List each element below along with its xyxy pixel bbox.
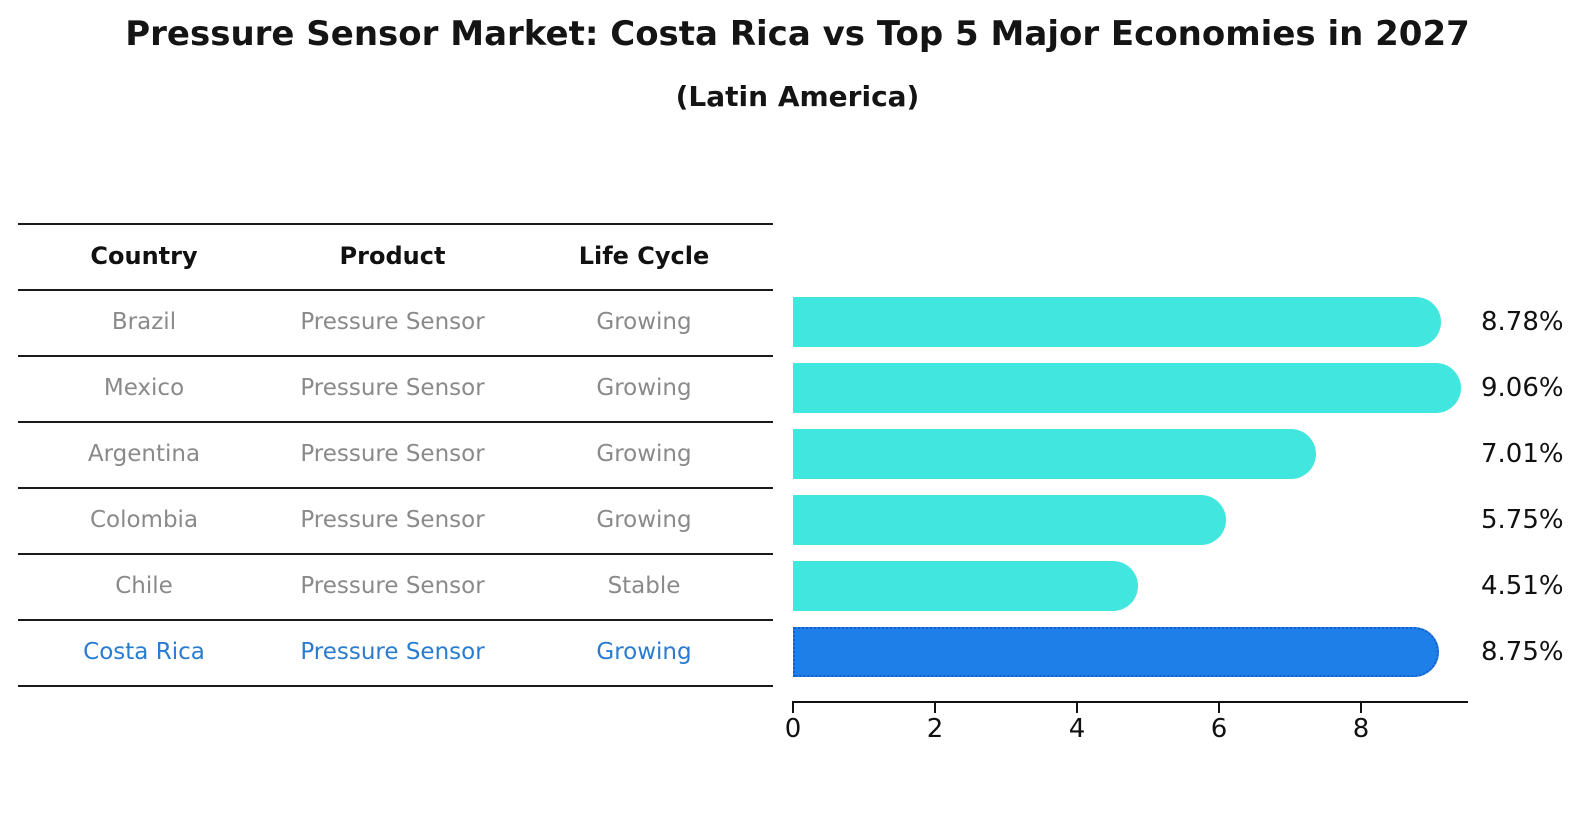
table-cell-product: Pressure Sensor — [300, 507, 485, 533]
table-cell-country: Costa Rica — [83, 639, 205, 665]
table-cell-product: Pressure Sensor — [300, 573, 485, 599]
x-axis-tick-label: 4 — [1068, 714, 1086, 744]
chart-title: Pressure Sensor Market: Costa Rica vs To… — [125, 14, 1470, 54]
x-axis-tick-label: 0 — [784, 714, 802, 744]
table-row: Costa Rica Pressure Sensor Growing — [18, 619, 773, 685]
table-row: Mexico Pressure Sensor Growing — [18, 355, 773, 421]
x-axis-tick-label: 8 — [1352, 714, 1370, 744]
bar-brazil — [793, 297, 1441, 347]
chart-subtitle: (Latin America) — [675, 80, 920, 113]
table-gridline — [18, 553, 773, 555]
table-cell-product: Pressure Sensor — [300, 441, 485, 467]
table-header-row: Country Product Life Cycle — [18, 223, 773, 289]
table-row: Colombia Pressure Sensor Growing — [18, 487, 773, 553]
table-cell-lifecycle: Stable — [607, 573, 681, 599]
table-cell-country: Colombia — [89, 507, 199, 533]
column-header-country: Country — [90, 242, 198, 270]
value-label: 5.75% — [1481, 505, 1564, 535]
table-gridline — [18, 421, 773, 423]
table-cell-lifecycle: Growing — [596, 441, 692, 467]
bar-mexico — [793, 363, 1461, 413]
table-cell-lifecycle: Growing — [596, 507, 692, 533]
value-label: 4.51% — [1481, 571, 1564, 601]
table-cell-country: Argentina — [87, 441, 201, 467]
x-axis-tick — [934, 701, 936, 713]
table-gridline — [18, 223, 773, 225]
table-row: Brazil Pressure Sensor Growing — [18, 289, 773, 355]
table-cell-product: Pressure Sensor — [300, 639, 485, 665]
x-axis-tick — [1218, 701, 1220, 713]
x-axis-tick-label: 6 — [1210, 714, 1228, 744]
x-axis-tick-label: 2 — [926, 714, 944, 744]
value-label: 8.75% — [1481, 637, 1564, 667]
table-cell-product: Pressure Sensor — [300, 375, 485, 401]
x-axis-line — [792, 701, 1468, 703]
table-cell-lifecycle: Growing — [596, 309, 692, 335]
table-gridline — [18, 487, 773, 489]
value-label: 9.06% — [1481, 373, 1564, 403]
column-header-lifecycle: Life Cycle — [578, 242, 710, 270]
table-cell-country: Chile — [115, 573, 173, 599]
table-gridline — [18, 619, 773, 621]
x-axis-tick — [792, 701, 794, 713]
value-label: 8.78% — [1481, 307, 1564, 337]
column-header-product: Product — [339, 242, 446, 270]
table-row: Argentina Pressure Sensor Growing — [18, 421, 773, 487]
table-cell-country: Brazil — [111, 309, 177, 335]
table-cell-lifecycle: Growing — [596, 639, 692, 665]
value-label: 7.01% — [1481, 439, 1564, 469]
table-cell-product: Pressure Sensor — [300, 309, 485, 335]
table-gridline — [18, 289, 773, 291]
table-row: Chile Pressure Sensor Stable — [18, 553, 773, 619]
x-axis-tick — [1360, 701, 1362, 713]
table-gridline — [18, 355, 773, 357]
table-gridline — [18, 685, 773, 687]
bar-costa-rica-highlight — [793, 627, 1439, 677]
bar-argentina — [793, 429, 1316, 479]
table-cell-country: Mexico — [103, 375, 185, 401]
table-cell-lifecycle: Growing — [596, 375, 692, 401]
x-axis-tick — [1076, 701, 1078, 713]
bar-colombia — [793, 495, 1226, 545]
bar-chile — [793, 561, 1138, 611]
